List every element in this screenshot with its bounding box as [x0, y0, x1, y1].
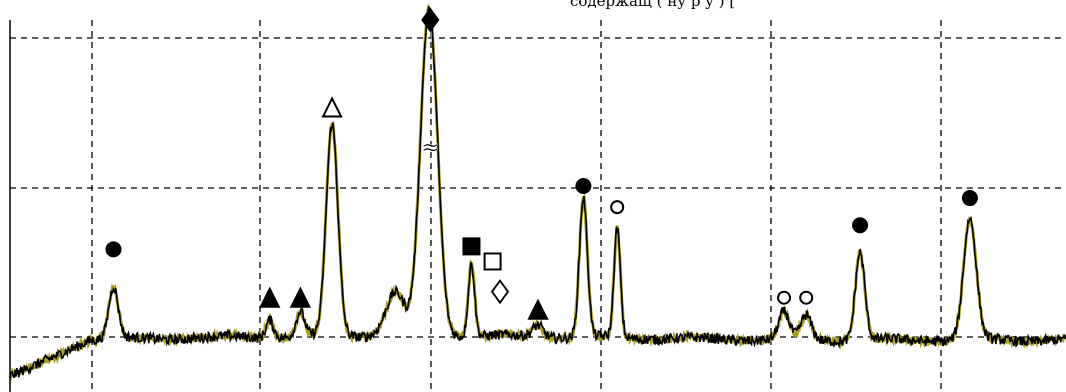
peak-marker-open-diamond	[490, 279, 510, 305]
peak-marker-open-circle	[777, 290, 792, 305]
peak-marker-open-triangle	[321, 96, 343, 118]
peak-marker-filled-triangle	[259, 286, 281, 308]
peak-marker-filled-circle	[852, 217, 869, 234]
peak-marker-open-circle	[610, 200, 625, 215]
peak-marker-filled-circle	[105, 241, 122, 258]
peak-marker-filled-circle	[575, 177, 592, 194]
peak-markers: ≈	[105, 7, 978, 320]
peak-marker-filled-triangle	[527, 298, 549, 320]
peak-marker-filled-circle	[961, 190, 978, 207]
main-trace	[9, 6, 1066, 379]
peak-marker-approx-sign: ≈	[421, 136, 439, 161]
peak-marker-filled-diamond	[421, 7, 440, 33]
header-text-fragment: содержащ ( ну р у ) [	[570, 0, 736, 10]
peak-marker-filled-triangle	[289, 286, 312, 308]
peak-marker-open-square	[483, 252, 502, 271]
peak-marker-filled-square	[462, 237, 481, 256]
peak-marker-open-circle	[799, 290, 814, 305]
